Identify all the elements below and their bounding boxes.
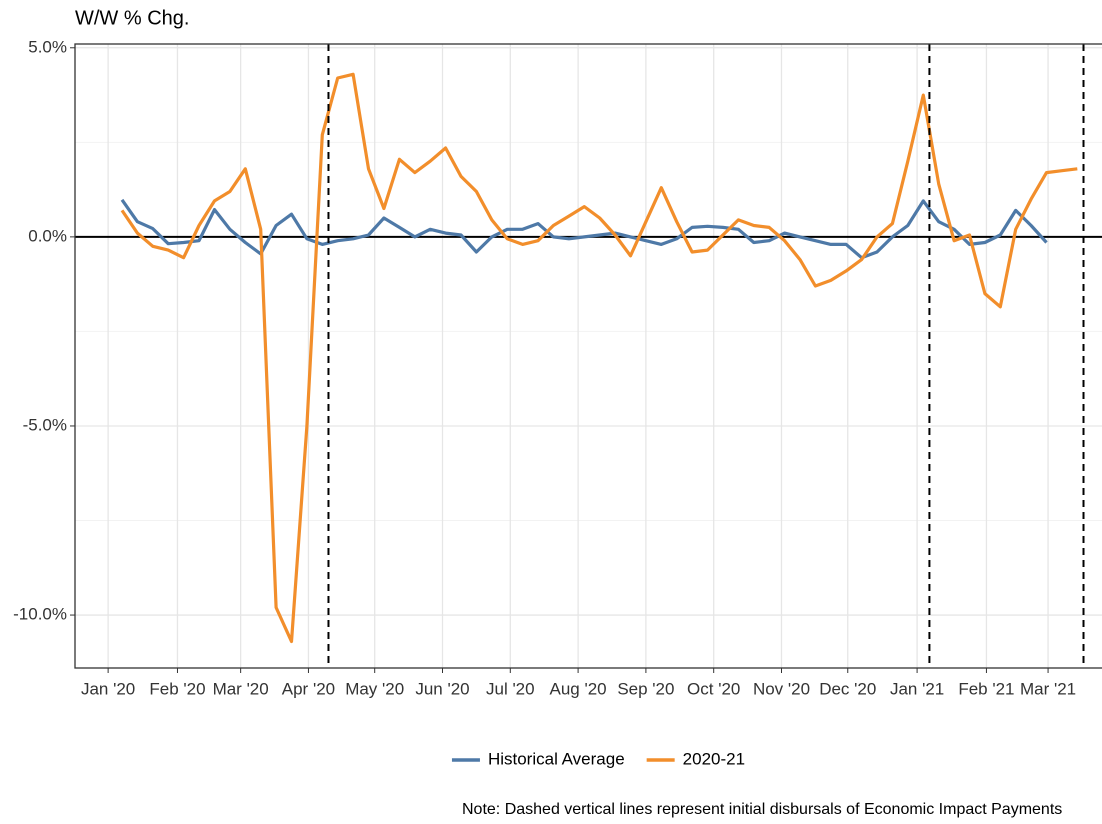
x-tick-label: Mar '20 (213, 679, 269, 698)
x-tick-label: Feb '21 (958, 679, 1014, 698)
x-tick-label: Aug '20 (550, 679, 607, 698)
x-tick-label: Jun '20 (415, 679, 469, 698)
plot-border (74, 43, 1102, 669)
x-tick-label: Mar '21 (1020, 679, 1076, 698)
x-tick-label: Feb '20 (149, 679, 205, 698)
x-tick-label: Oct '20 (687, 679, 740, 698)
x-tick-label: May '20 (345, 679, 404, 698)
y-tick-label: 0.0% (28, 226, 67, 245)
x-tick-label: Jan '20 (81, 679, 135, 698)
x-tick-label: Jan '21 (890, 679, 944, 698)
x-tick-label: Sep '20 (617, 679, 674, 698)
y-tick-label: -10.0% (13, 605, 67, 624)
chart-title: W/W % Chg. (75, 7, 189, 29)
y-tick-label: 5.0% (28, 37, 67, 56)
series-line (120, 72, 1078, 644)
series-line (120, 198, 1048, 260)
y-tick-label: -5.0% (23, 415, 67, 434)
legend-label: Historical Average (488, 749, 625, 768)
x-tick-label: Dec '20 (819, 679, 876, 698)
x-tick-label: Nov '20 (753, 679, 810, 698)
x-tick-label: Jul '20 (486, 679, 535, 698)
legend-label: 2020-21 (683, 749, 745, 768)
chart-note: Note: Dashed vertical lines represent in… (462, 801, 1062, 818)
x-tick-label: Apr '20 (282, 679, 335, 698)
